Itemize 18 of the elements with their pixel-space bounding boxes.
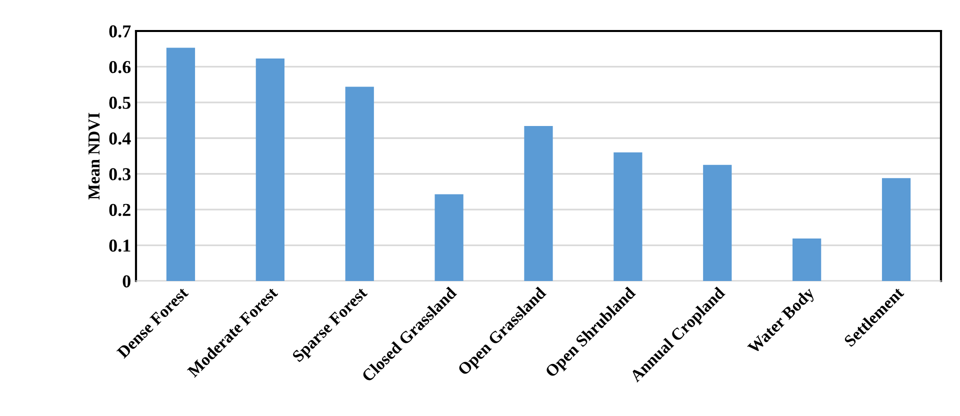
y-axis-title: Mean NDVI [88,112,100,200]
bar [614,152,642,281]
bar [524,126,553,281]
bar [703,164,732,281]
bar [882,178,911,281]
y-tick-label: 0.6 [109,60,131,74]
y-tick-label: 0 [122,275,130,288]
bar [166,48,196,281]
bar [345,86,374,281]
bar [792,238,822,281]
bar [256,58,284,281]
y-tick-label: 0.1 [109,240,130,252]
bar [434,194,464,281]
y-tick-label: 0.7 [109,25,131,38]
y-tick-label: 0.3 [109,168,131,180]
y-tick-label: 0.4 [109,132,131,145]
y-tick-label: 0.2 [109,204,130,216]
y-tick-label: 0.5 [109,96,130,109]
